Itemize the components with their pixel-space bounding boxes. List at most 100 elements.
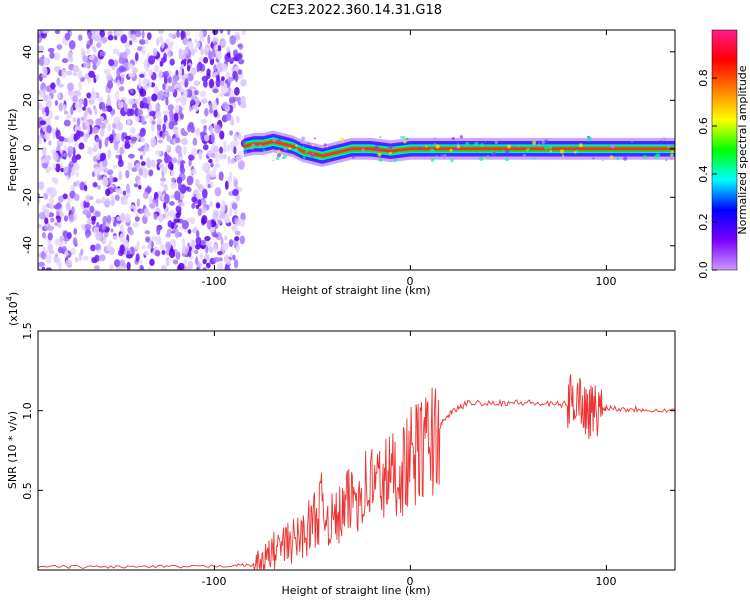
spectrogram-noise-cell [162,83,166,91]
spectrogram-noise-cell [120,34,128,44]
spectrogram-noise-cell [131,167,137,173]
spectrogram-noise-cell [155,197,159,208]
spectrogram-noise-cell [70,247,76,255]
spectrogram-noise-cell [65,259,72,268]
spectrogram-noise-cell [158,90,165,99]
signal-speckle [537,140,541,144]
spectrogram-noise-cell [178,53,186,60]
spectrogram-noise-cell [183,258,187,266]
spectrogram-noise-cell [109,264,114,270]
spectrogram-noise-cell [214,124,222,134]
spectrogram-noise-cell [237,69,243,75]
spectrogram-noise-cell [202,144,209,151]
signal-speckle [403,139,407,144]
spectrogram-noise-cell [213,257,220,263]
spectrogram-noise-cell [174,83,182,88]
signal-speckle [610,144,615,149]
signal-speckle [665,159,668,161]
spectrogram-noise-cell [46,125,52,134]
spectrogram-noise-cell [228,206,233,217]
spectrogram-noise-cell [82,55,89,63]
spectrogram-noise-cell [201,119,207,124]
spectrogram-noise-cell [224,180,229,190]
spectrogram-noise-cell [227,76,233,84]
spectrogram-noise-cell [93,107,98,116]
spectrogram-noise-cell [152,47,158,57]
spectrogram-noise-cell [163,201,167,210]
spectrogram-noise-cell [124,143,131,149]
spectrogram-noise-cell [49,51,55,60]
signal-speckle [537,143,541,147]
spectrogram-noise-cell [39,120,47,126]
signal-speckle [548,145,553,150]
snr-multiplier-text: (x10 [7,301,20,326]
spectrogram-noise-cell [88,70,95,78]
signal-speckle [425,145,428,148]
spectrogram-noise-cell [213,64,217,72]
spectrogram-noise-cell [53,204,61,210]
spectrogram-noise-cell [123,102,128,113]
spectrogram-noise-cell [239,235,246,245]
spectrogram-noise-cell [138,39,146,45]
spectrogram-noise-cell [142,169,149,179]
signal-speckle [402,135,406,139]
snr-xtick-label: 0 [407,575,414,588]
spectrogram-noise-cell [213,109,218,118]
signal-speckle [478,156,484,162]
spectrogram-xaxis-label: Height of straight line (km) [281,284,430,297]
spectrogram-noise-cell [145,186,152,193]
spectrogram-noise-cell [107,34,114,41]
spectrogram-noise-cell [141,30,145,39]
spectrogram-ytick-label: -40 [21,236,34,254]
spectrogram-noise-cell [58,102,63,112]
spectrogram-noise-cell [63,215,69,222]
spectrogram-noise-cell [106,105,113,113]
spectrogram-noise-cell [161,250,166,255]
spectrogram-noise-cell [141,245,147,250]
spectrogram-noise-cell [137,147,145,152]
spectrogram-noise-cell [177,87,184,93]
spectrogram-noise-cell [148,195,153,206]
spectrogram-noise-cell [207,34,211,44]
spectrogram-noise-cell [107,93,111,103]
spectrogram-noise-cell [234,236,240,242]
spectrogram-noise-cell [103,119,108,125]
snr-ytick-label: 1.0 [21,402,34,420]
spectrogram-noise-cell [117,121,123,131]
spectrogram-noise-cell [95,231,103,242]
spectrogram-noise-cell [105,73,113,81]
spectrogram-noise-cell [228,239,234,247]
spectrogram-noise-cell [42,231,46,239]
spectrogram-noise-cell [149,258,155,266]
spectrogram-noise-cell [170,169,175,176]
spectrogram-noise-cell [165,256,170,267]
signal-speckle [474,141,479,147]
spectrogram-noise-cell [73,162,80,171]
spectrogram-noise-cell [138,259,143,264]
signal-speckle [518,145,521,148]
spectrogram-noise-cell [100,122,106,130]
spectrogram-noise-cell [194,45,198,53]
signal-speckle [559,149,565,154]
spectrogram-noise-cell [118,56,126,64]
spectrogram-noise-cell [95,199,102,204]
spectrogram-noise-cell [92,45,96,50]
spectrogram-noise-cell [170,177,176,183]
colorbar-gradient [711,29,738,271]
spectrogram-noise-cell [201,206,207,214]
spectrogram-noise-cell [168,201,175,206]
spectrogram-noise-cell [72,117,77,122]
spectrogram-noise-cell [175,205,182,213]
spectrogram-noise-cell [231,224,238,233]
spectrogram-noise-cell [47,47,55,53]
spectrogram-noise-cell [118,170,123,181]
spectrogram-noise-cell [63,104,67,112]
spectrogram-noise-cell [221,63,228,72]
spectrogram-noise-cell [203,56,209,64]
spectrogram-noise-cell [164,210,170,219]
spectrogram-noise-cell [208,78,215,89]
spectrogram-noise-cell [156,37,160,46]
spectrogram-noise-cell [58,136,65,142]
spectrogram-noise-cell [65,114,72,120]
spectrogram-noise-cell [233,87,240,96]
